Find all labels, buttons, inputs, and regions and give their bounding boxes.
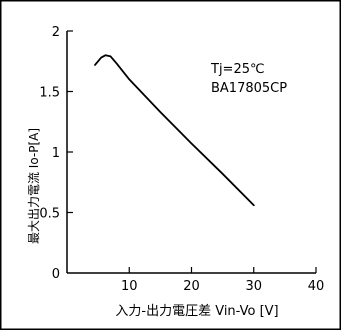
y-tick-label: 0.5 (39, 207, 60, 222)
x-axis-label: 入力-出力電圧差 Vin-Vo [V] (115, 304, 278, 319)
y-tick-label: 1.5 (39, 86, 60, 101)
x-tick-label: 20 (183, 279, 200, 294)
series-line (94, 54, 255, 207)
y-tick-label: 1 (52, 146, 60, 161)
x-tick-label: 10 (121, 279, 138, 294)
y-tick-label: 0 (52, 267, 60, 282)
ticks: 10 20 30 40 0 0.5 1 1.5 2 (39, 25, 324, 294)
y-tick-label: 2 (52, 25, 60, 40)
x-tick-label: 30 (245, 279, 262, 294)
annotation-part: BA17805CP (211, 81, 287, 96)
series-group (94, 54, 255, 207)
x-tick-label: 40 (308, 279, 325, 294)
y-axis-label: 最大出力電流 Io-P[A] (27, 128, 41, 244)
annotation-tj: Tj=25℃ (210, 62, 265, 77)
